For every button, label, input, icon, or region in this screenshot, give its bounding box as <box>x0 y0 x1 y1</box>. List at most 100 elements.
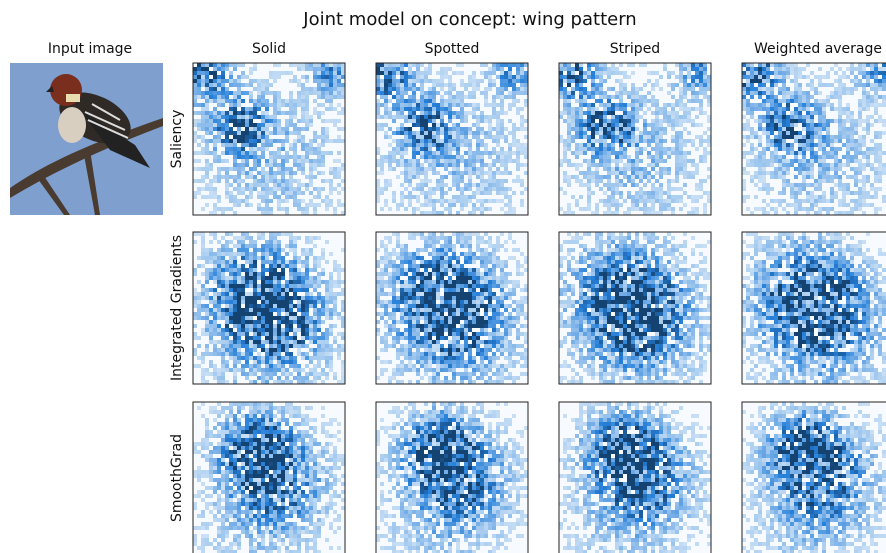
heat-cell <box>746 123 750 127</box>
heat-cell <box>742 167 746 171</box>
heat-cell <box>591 163 595 167</box>
heat-cell <box>313 312 317 316</box>
heat-cell <box>277 332 281 336</box>
heat-cell <box>281 272 285 276</box>
heat-cell <box>742 187 746 191</box>
heat-cell <box>882 71 886 75</box>
heat-cell <box>659 107 663 111</box>
heat-cell <box>249 171 253 175</box>
heat-cell <box>209 372 213 376</box>
heat-cell <box>675 63 679 67</box>
heat-cell <box>333 207 337 211</box>
heat-cell <box>321 79 325 83</box>
heat-cell <box>221 292 225 296</box>
heat-cell <box>476 207 480 211</box>
heat-cell <box>878 95 882 99</box>
heat-cell <box>846 103 850 107</box>
heat-cell <box>428 240 432 244</box>
heat-cell <box>213 151 217 155</box>
heat-cell <box>265 183 269 187</box>
heat-cell <box>273 103 277 107</box>
heat-cell <box>420 236 424 240</box>
heat-cell <box>567 119 571 123</box>
heat-cell <box>233 316 237 320</box>
heat-cell <box>464 119 468 123</box>
heat-cell <box>615 171 619 175</box>
heat-cell <box>225 175 229 179</box>
heat-cell <box>420 155 424 159</box>
heat-cell <box>305 256 309 260</box>
heat-cell <box>858 63 862 67</box>
heat-cell <box>492 199 496 203</box>
heat-cell <box>277 308 281 312</box>
heat-cell <box>742 171 746 175</box>
heat-cell <box>794 79 798 83</box>
heat-cell <box>253 115 257 119</box>
heat-cell <box>305 308 309 312</box>
heat-cell <box>663 151 667 155</box>
heat-cell <box>448 83 452 87</box>
heat-cell <box>333 376 337 380</box>
heat-cell <box>269 284 273 288</box>
heat-cell <box>778 203 782 207</box>
heat-cell <box>806 95 810 99</box>
heat-cell <box>249 195 253 199</box>
heat-cell <box>388 127 392 131</box>
heat-cell <box>408 87 412 91</box>
heat-cell <box>388 107 392 111</box>
heat-cell <box>850 111 854 115</box>
heat-cell <box>599 103 603 107</box>
heat-cell <box>496 155 500 159</box>
heat-cell <box>802 99 806 103</box>
heat-cell <box>305 127 309 131</box>
heat-cell <box>448 207 452 211</box>
heat-cell <box>667 195 671 199</box>
heat-cell <box>802 155 806 159</box>
heat-cell <box>305 236 309 240</box>
heat-cell <box>683 191 687 195</box>
heat-cell <box>635 143 639 147</box>
heat-cell <box>675 167 679 171</box>
heat-cell <box>213 352 217 356</box>
heat-cell <box>273 260 277 264</box>
heat-cell <box>277 360 281 364</box>
heat-cell <box>221 336 225 340</box>
heat-cell <box>384 199 388 203</box>
heat-cell <box>822 163 826 167</box>
heat-cell <box>205 87 209 91</box>
heat-cell <box>810 131 814 135</box>
heat-cell <box>567 107 571 111</box>
heat-cell <box>341 320 345 324</box>
heat-cell <box>516 63 520 67</box>
heat-cell <box>265 244 269 248</box>
heat-cell <box>695 99 699 103</box>
heat-cell <box>850 191 854 195</box>
heat-cell <box>456 211 460 215</box>
heat-cell <box>193 71 197 75</box>
heat-cell <box>321 155 325 159</box>
heat-cell <box>611 199 615 203</box>
heat-cell <box>583 95 587 99</box>
heat-cell <box>468 147 472 151</box>
heat-cell <box>285 332 289 336</box>
heat-cell <box>464 103 468 107</box>
heat-cell <box>754 135 758 139</box>
heat-cell <box>241 159 245 163</box>
heat-cell <box>209 276 213 280</box>
heat-cell <box>452 147 456 151</box>
heat-cell <box>762 151 766 155</box>
heat-cell <box>404 75 408 79</box>
heat-cell <box>341 71 345 75</box>
heat-cell <box>217 75 221 79</box>
heat-cell <box>436 143 440 147</box>
heat-cell <box>667 147 671 151</box>
heat-cell <box>754 147 758 151</box>
heat-cell <box>695 107 699 111</box>
heat-cell <box>583 103 587 107</box>
heat-cell <box>687 83 691 87</box>
heat-cell <box>193 364 197 368</box>
heat-cell <box>261 296 265 300</box>
heat-cell <box>301 147 305 151</box>
heat-cell <box>870 67 874 71</box>
heat-cell <box>810 127 814 131</box>
